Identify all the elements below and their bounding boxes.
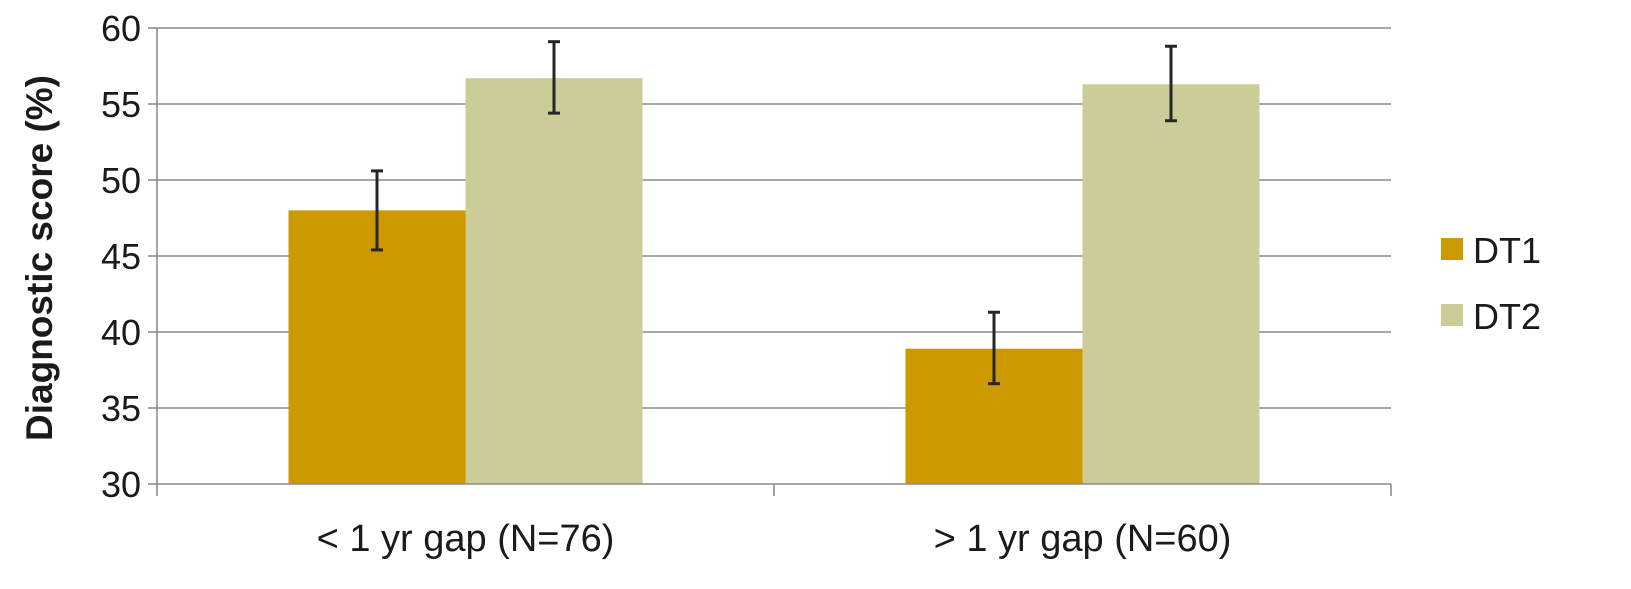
error-bar xyxy=(548,40,560,115)
error-bar xyxy=(371,169,383,252)
y-tick-label: 30 xyxy=(101,464,141,505)
legend-label: DT2 xyxy=(1473,296,1541,337)
legend-item-dt2: DT2 xyxy=(1441,296,1541,337)
y-tick-label: 60 xyxy=(101,8,141,49)
legend-label: DT1 xyxy=(1473,230,1541,271)
x-tick-label: > 1 yr gap (N=60) xyxy=(934,518,1232,560)
legend: DT1 DT2 xyxy=(1441,230,1541,337)
x-tick-label: < 1 yr gap (N=76) xyxy=(317,518,615,560)
legend-swatch xyxy=(1441,238,1463,260)
legend-swatch xyxy=(1441,304,1463,326)
y-tick-label: 55 xyxy=(101,84,141,125)
legend-item-dt1: DT1 xyxy=(1441,230,1541,271)
y-tick-label: 35 xyxy=(101,388,141,429)
bar-dt2 xyxy=(1082,84,1260,485)
y-axis-title: Diagnostic score (%) xyxy=(19,75,60,441)
y-tick-label: 45 xyxy=(101,236,141,277)
y-tick-label: 50 xyxy=(101,160,141,201)
bar-dt2 xyxy=(465,78,643,484)
axes: 30 35 40 45 50 55 60 < 1 yr gap (N=76) > 1 yr ga… xyxy=(101,8,1392,560)
bar-dt1 xyxy=(288,210,466,484)
error-bar xyxy=(988,310,1000,386)
bars xyxy=(288,78,1260,485)
error-bar xyxy=(1165,44,1177,123)
error-bars xyxy=(371,40,1177,386)
y-tick-label: 40 xyxy=(101,312,141,353)
